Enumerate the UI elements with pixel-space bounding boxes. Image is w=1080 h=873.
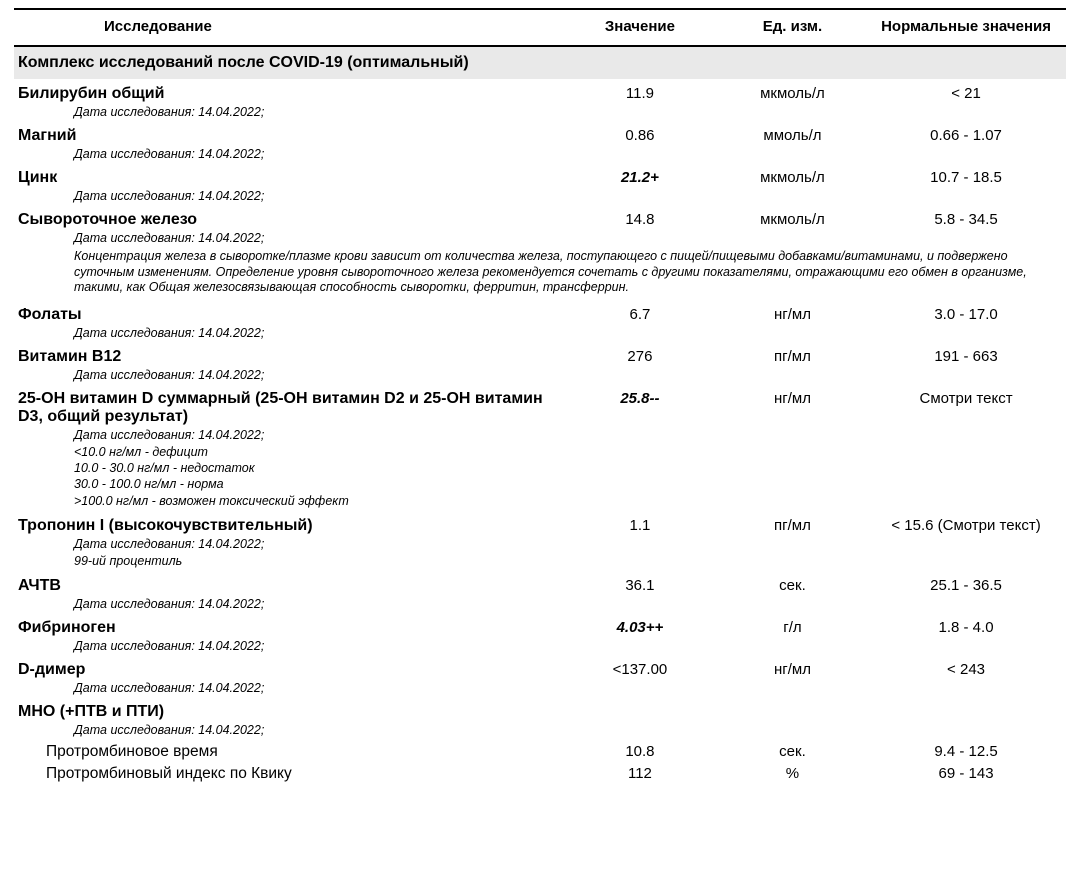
row-date: Дата исследования: 14.04.2022; xyxy=(14,537,1066,551)
rows-container: Билирубин общий11.9мкмоль/л< 21Дата иссл… xyxy=(14,79,1066,783)
row-norm: 191 - 663 xyxy=(866,348,1066,365)
table-row: Сывороточное железо14.8мкмоль/л5.8 - 34.… xyxy=(14,205,1066,229)
row-note-lines: 99-ий процентиль xyxy=(14,553,1066,569)
row-norm: 0.66 - 1.07 xyxy=(866,127,1066,144)
row-value: 6.7 xyxy=(561,306,719,323)
row-date: Дата исследования: 14.04.2022; xyxy=(14,597,1066,611)
row-note: Концентрация железа в сыворотке/плазме к… xyxy=(14,249,1066,296)
table-row: Фолаты6.7нг/мл3.0 - 17.0 xyxy=(14,300,1066,324)
row-unit: мкмоль/л xyxy=(719,85,866,102)
row-name: Билирубин общий xyxy=(14,85,561,103)
row-date: Дата исследования: 14.04.2022; xyxy=(14,639,1066,653)
table-row: Билирубин общий11.9мкмоль/л< 21 xyxy=(14,79,1066,103)
row-note-lines: <10.0 нг/мл - дефицит 10.0 - 30.0 нг/мл … xyxy=(14,444,1066,509)
row-value: 21.2+ xyxy=(561,169,719,186)
row-unit: нг/мл xyxy=(719,661,866,678)
top-rule xyxy=(14,8,1066,10)
row-name: АЧТВ xyxy=(14,577,561,595)
row-unit: пг/мл xyxy=(719,517,866,534)
table-row: Фибриноген4.03++г/л1.8 - 4.0 xyxy=(14,613,1066,637)
row-unit: ммоль/л xyxy=(719,127,866,144)
subrow-norm: 69 - 143 xyxy=(866,765,1066,783)
header-unit: Ед. изм. xyxy=(719,18,866,35)
row-date: Дата исследования: 14.04.2022; xyxy=(14,723,1066,737)
row-name: Фолаты xyxy=(14,306,561,324)
row-value: 25.8-- xyxy=(561,390,719,407)
row-date: Дата исследования: 14.04.2022; xyxy=(14,147,1066,161)
row-unit: пг/мл xyxy=(719,348,866,365)
table-row: D-димер<137.00нг/мл< 243 xyxy=(14,655,1066,679)
table-row: Витамин B12276пг/мл191 - 663 xyxy=(14,342,1066,366)
row-value: 4.03++ xyxy=(561,619,719,636)
row-norm: 5.8 - 34.5 xyxy=(866,211,1066,228)
row-unit: мкмоль/л xyxy=(719,169,866,186)
subrow-name: Протромбиновое время xyxy=(14,743,561,761)
row-date: Дата исследования: 14.04.2022; xyxy=(14,105,1066,119)
row-norm: < 243 xyxy=(866,661,1066,678)
row-value: 36.1 xyxy=(561,577,719,594)
row-value: 276 xyxy=(561,348,719,365)
row-name: Магний xyxy=(14,127,561,145)
row-name: Тропонин I (высокочувствительный) xyxy=(14,517,561,535)
table-row: АЧТВ36.1сек.25.1 - 36.5 xyxy=(14,571,1066,595)
subrow-norm: 9.4 - 12.5 xyxy=(866,743,1066,761)
row-norm: < 21 xyxy=(866,85,1066,102)
subrow-value: 10.8 xyxy=(561,743,719,761)
subrow-unit: % xyxy=(719,765,866,783)
row-value: 1.1 xyxy=(561,517,719,534)
header-name: Исследование xyxy=(14,18,561,35)
header-value: Значение xyxy=(561,18,719,35)
row-unit: г/л xyxy=(719,619,866,636)
row-name: 25-OH витамин D суммарный (25-OH витамин… xyxy=(14,390,561,426)
row-unit: сек. xyxy=(719,577,866,594)
row-name: Фибриноген xyxy=(14,619,561,637)
row-unit: нг/мл xyxy=(719,390,866,407)
row-value: <137.00 xyxy=(561,661,719,678)
table-header: Исследование Значение Ед. изм. Нормальны… xyxy=(14,12,1066,47)
row-name: Цинк xyxy=(14,169,561,187)
row-date: Дата исследования: 14.04.2022; xyxy=(14,368,1066,382)
row-norm: 1.8 - 4.0 xyxy=(866,619,1066,636)
table-row: МНО (+ПТВ и ПТИ) xyxy=(14,697,1066,721)
subrow-name: Протромбиновый индекс по Квику xyxy=(14,765,561,783)
row-unit: мкмоль/л xyxy=(719,211,866,228)
table-row: Магний0.86ммоль/л0.66 - 1.07 xyxy=(14,121,1066,145)
row-date: Дата исследования: 14.04.2022; xyxy=(14,326,1066,340)
row-norm: 10.7 - 18.5 xyxy=(866,169,1066,186)
table-subrow: Протромбиновое время10.8сек.9.4 - 12.5 xyxy=(14,739,1066,761)
table-row: 25-OH витамин D суммарный (25-OH витамин… xyxy=(14,384,1066,426)
row-date: Дата исследования: 14.04.2022; xyxy=(14,189,1066,203)
table-subrow: Протромбиновый индекс по Квику112%69 - 1… xyxy=(14,761,1066,783)
row-value: 14.8 xyxy=(561,211,719,228)
header-norm: Нормальные значения xyxy=(866,18,1066,35)
section-title: Комплекс исследований после COVID-19 (оп… xyxy=(14,47,1066,79)
row-name: Витамин B12 xyxy=(14,348,561,366)
row-date: Дата исследования: 14.04.2022; xyxy=(14,428,1066,442)
subrow-unit: сек. xyxy=(719,743,866,761)
row-value: 0.86 xyxy=(561,127,719,144)
row-value: 11.9 xyxy=(561,85,719,102)
table-row: Цинк21.2+мкмоль/л10.7 - 18.5 xyxy=(14,163,1066,187)
row-date: Дата исследования: 14.04.2022; xyxy=(14,231,1066,245)
table-row: Тропонин I (высокочувствительный)1.1пг/м… xyxy=(14,511,1066,535)
row-unit: нг/мл xyxy=(719,306,866,323)
row-norm: 25.1 - 36.5 xyxy=(866,577,1066,594)
row-norm: < 15.6 (Смотри текст) xyxy=(866,517,1066,534)
row-name: D-димер xyxy=(14,661,561,679)
row-name: МНО (+ПТВ и ПТИ) xyxy=(14,703,561,721)
subrow-value: 112 xyxy=(561,765,719,783)
row-name: Сывороточное железо xyxy=(14,211,561,229)
row-norm: 3.0 - 17.0 xyxy=(866,306,1066,323)
row-date: Дата исследования: 14.04.2022; xyxy=(14,681,1066,695)
row-norm: Смотри текст xyxy=(866,390,1066,407)
